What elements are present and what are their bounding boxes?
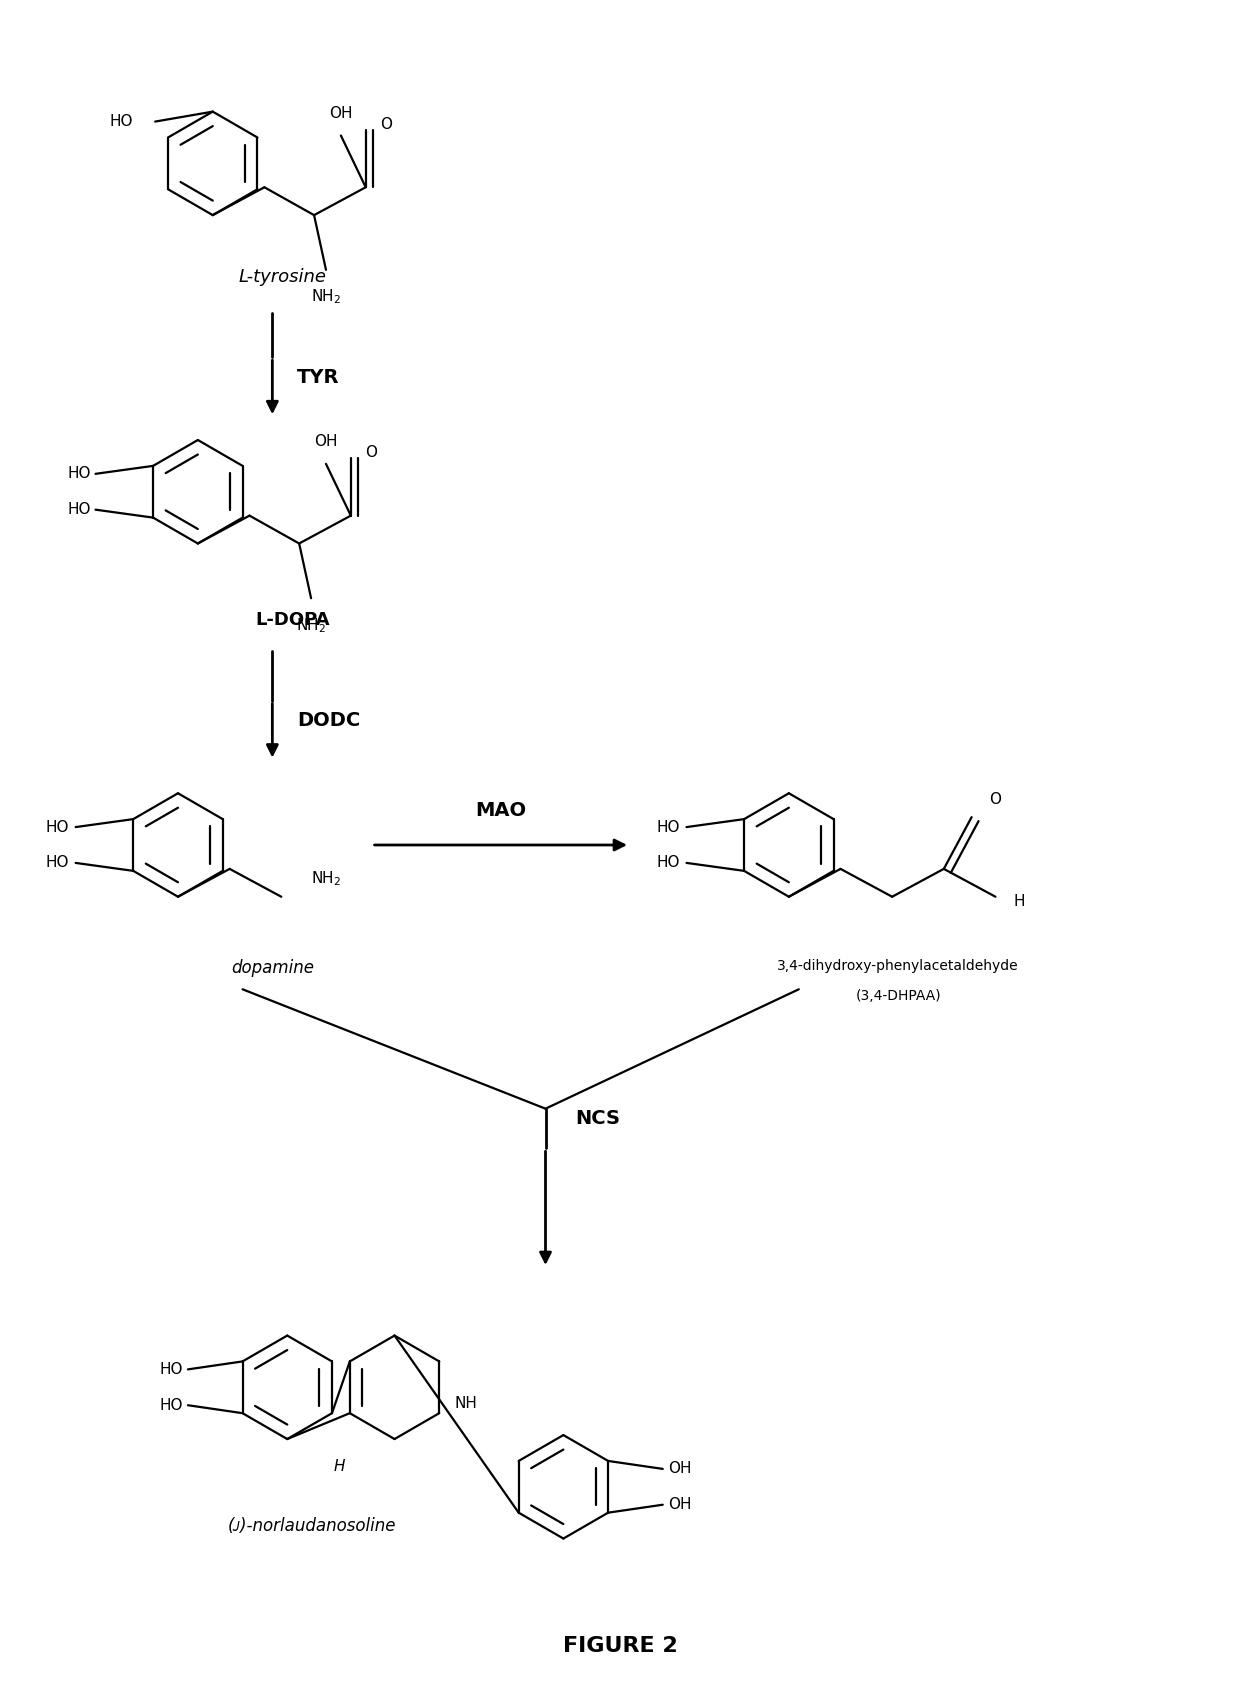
Text: HO: HO (110, 115, 133, 128)
Text: L-tyrosine: L-tyrosine (238, 268, 326, 285)
Text: HO: HO (160, 1362, 184, 1377)
Text: (ᴊ)-norlaudanosoline: (ᴊ)-norlaudanosoline (228, 1516, 397, 1534)
Text: O: O (379, 116, 392, 132)
Text: FIGURE 2: FIGURE 2 (563, 1636, 677, 1656)
Text: DODC: DODC (298, 711, 361, 731)
Text: HO: HO (656, 820, 680, 834)
Text: O: O (990, 792, 1002, 807)
Text: H: H (334, 1460, 345, 1474)
Text: NCS: NCS (575, 1109, 620, 1128)
Text: NH$_2$: NH$_2$ (311, 869, 341, 888)
Text: dopamine: dopamine (231, 959, 314, 977)
Text: NH$_2$: NH$_2$ (311, 287, 341, 307)
Text: O: O (365, 446, 377, 461)
Text: HO: HO (67, 466, 91, 481)
Text: 3,4-dihydroxy-phenylacetaldehyde: 3,4-dihydroxy-phenylacetaldehyde (777, 959, 1019, 974)
Text: NH: NH (454, 1396, 477, 1411)
Text: HO: HO (160, 1398, 184, 1413)
Text: OH: OH (329, 106, 352, 120)
Text: TYR: TYR (298, 368, 340, 387)
Text: OH: OH (314, 434, 337, 449)
Text: HO: HO (656, 856, 680, 871)
Text: (3,4-DHPAA): (3,4-DHPAA) (856, 989, 941, 1003)
Text: MAO: MAO (475, 802, 526, 820)
Text: HO: HO (67, 501, 91, 517)
Text: H: H (1013, 895, 1024, 910)
Text: OH: OH (667, 1462, 691, 1477)
Text: NH$_2$: NH$_2$ (296, 616, 326, 635)
Text: L-DOPA: L-DOPA (255, 611, 330, 630)
Text: HO: HO (45, 820, 68, 834)
Text: HO: HO (45, 856, 68, 871)
Text: OH: OH (667, 1497, 691, 1512)
